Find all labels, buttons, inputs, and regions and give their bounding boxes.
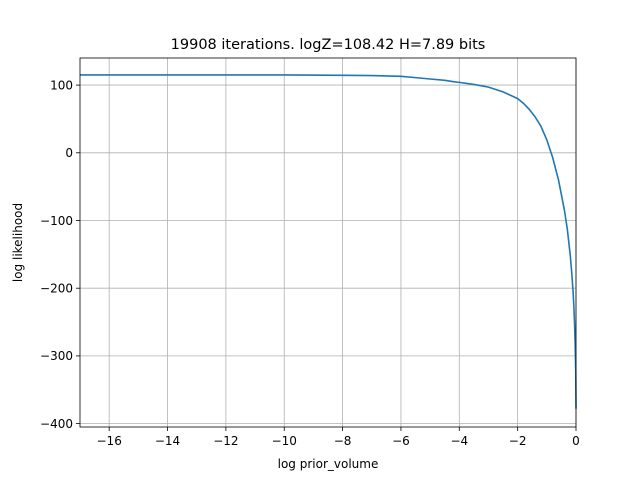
x-tick-label: −12	[213, 434, 238, 448]
x-tick-label: 0	[572, 434, 580, 448]
chart-title: 19908 iterations. logZ=108.42 H=7.89 bit…	[171, 37, 486, 53]
x-tick-label: −6	[392, 434, 410, 448]
y-axis-label: log likelihood	[11, 203, 25, 282]
y-tick-label: −400	[40, 417, 73, 431]
x-tick-label: −2	[509, 434, 527, 448]
series-group	[80, 74, 577, 409]
x-tick-label: −8	[334, 434, 352, 448]
y-axis: 100 0 −100 −200 −300 −400	[40, 78, 80, 431]
plot-frame	[79, 57, 577, 428]
x-tick-label: −4	[450, 434, 468, 448]
series-line	[80, 74, 577, 409]
y-tick-label: 0	[65, 146, 73, 160]
y-tick-label: −100	[40, 214, 73, 228]
y-tick-label: −200	[40, 282, 73, 296]
grid	[80, 58, 577, 427]
y-tick-label: −300	[40, 349, 73, 363]
x-tick-label: −14	[155, 434, 180, 448]
x-tick-label: −10	[272, 434, 297, 448]
x-axis: −16 −14 −12 −10 −8 −6 −4 −2 0	[97, 427, 580, 448]
x-tick-label: −16	[97, 434, 122, 448]
x-axis-label: log prior_volume	[278, 457, 379, 471]
y-tick-label: 100	[50, 78, 73, 92]
